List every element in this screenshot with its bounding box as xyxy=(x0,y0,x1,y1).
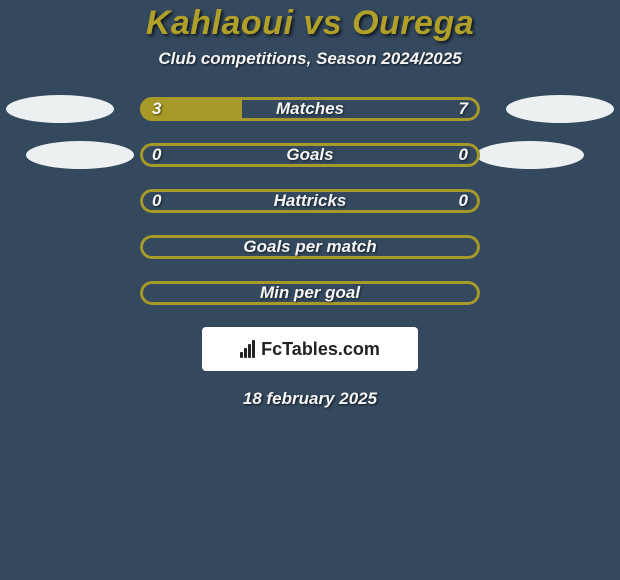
player-avatar-left xyxy=(6,95,114,123)
stat-row: 3 7 Matches xyxy=(0,97,620,121)
stat-value-right: 0 xyxy=(459,191,468,211)
stat-value-right: 7 xyxy=(459,99,468,119)
stat-label: Goals xyxy=(286,145,333,165)
comparison-card: Kahlaoui vs Ourega Club competitions, Se… xyxy=(0,0,620,580)
date-label: 18 february 2025 xyxy=(0,389,620,409)
stat-bar: 0 0 Goals xyxy=(140,143,480,167)
stat-value-right: 0 xyxy=(459,145,468,165)
stat-row: 0 0 Goals xyxy=(0,143,620,167)
bar-chart-icon xyxy=(240,340,255,358)
stat-label: Matches xyxy=(276,99,344,119)
stat-row: Min per goal xyxy=(0,281,620,305)
player-avatar-left xyxy=(26,141,134,169)
stat-bar: Goals per match xyxy=(140,235,480,259)
stat-label: Hattricks xyxy=(274,191,347,211)
stat-bar: Min per goal xyxy=(140,281,480,305)
stat-label: Min per goal xyxy=(260,283,360,303)
stat-bar: 3 7 Matches xyxy=(140,97,480,121)
stat-value-left: 0 xyxy=(152,191,161,211)
stat-value-left: 0 xyxy=(152,145,161,165)
stat-label: Goals per match xyxy=(243,237,376,257)
player-avatar-right xyxy=(506,95,614,123)
stat-value-left: 3 xyxy=(152,99,161,119)
stat-bar: 0 0 Hattricks xyxy=(140,189,480,213)
page-title: Kahlaoui vs Ourega xyxy=(0,4,620,43)
logo-box: FcTables.com xyxy=(202,327,418,371)
subtitle: Club competitions, Season 2024/2025 xyxy=(0,49,620,69)
player-avatar-right xyxy=(476,141,584,169)
stat-row: 0 0 Hattricks xyxy=(0,189,620,213)
logo-text: FcTables.com xyxy=(261,339,380,360)
stat-row: Goals per match xyxy=(0,235,620,259)
stat-rows: 3 7 Matches 0 0 Goals 0 0 Hattricks Goals per mat… xyxy=(0,97,620,305)
